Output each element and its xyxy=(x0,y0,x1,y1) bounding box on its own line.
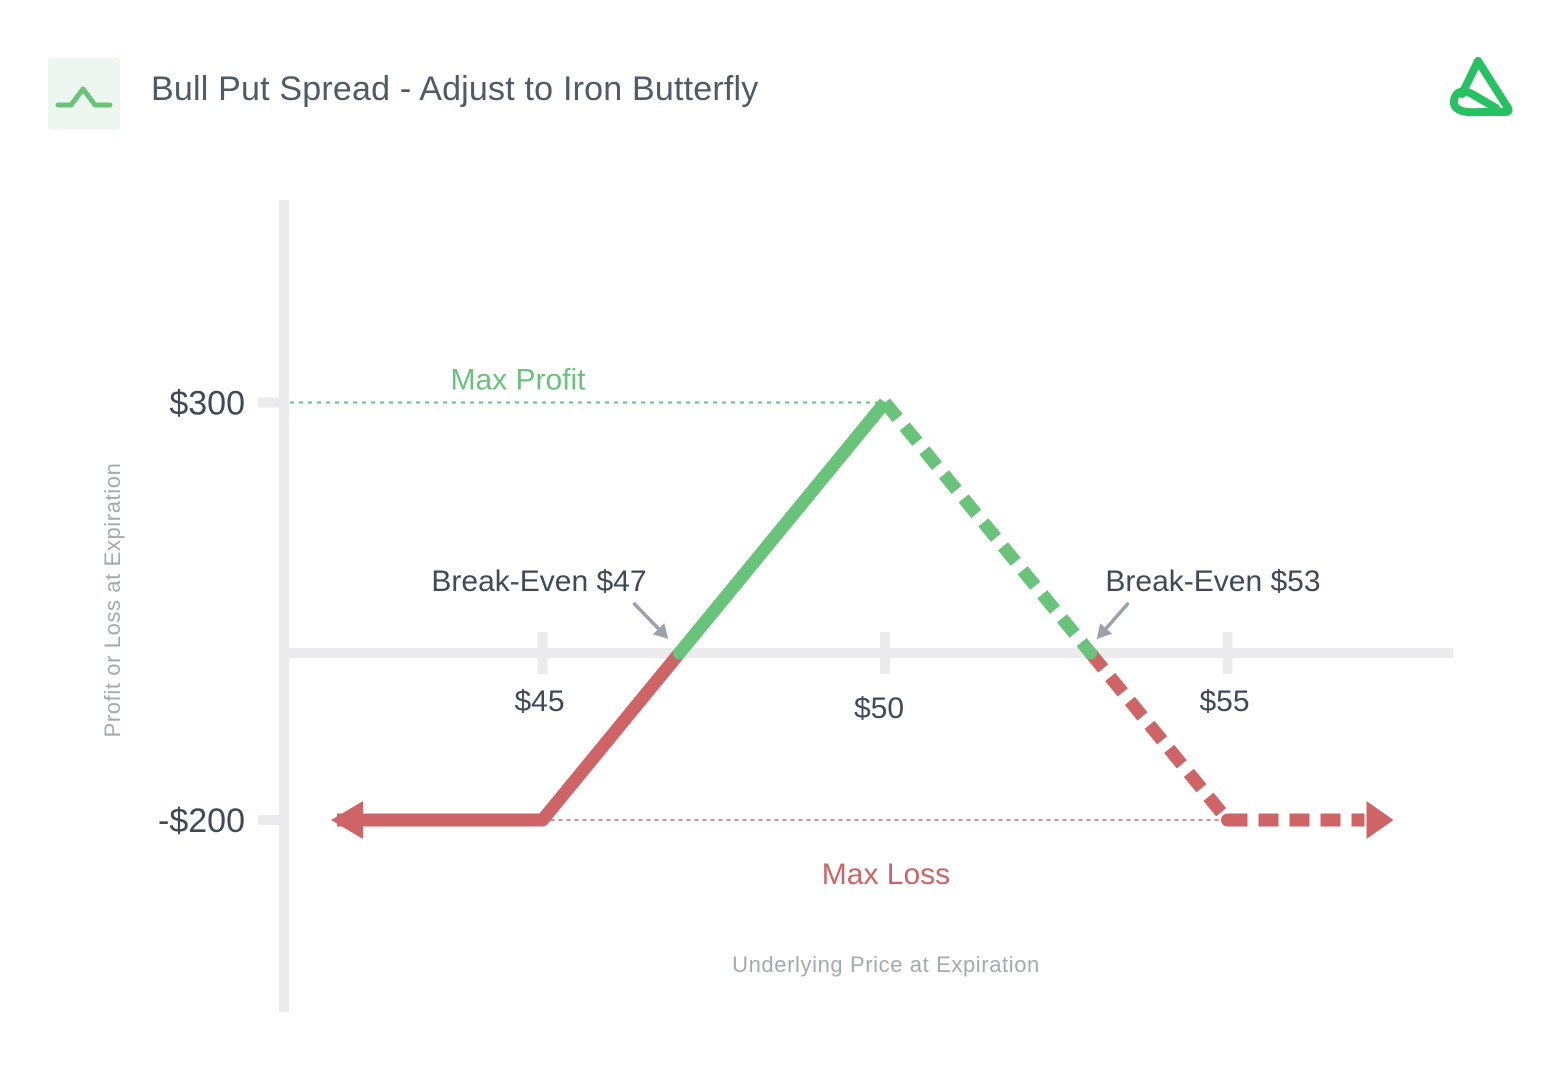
break-even-label: Break-Even $53 xyxy=(1105,565,1320,598)
y-tick-label: $300 xyxy=(169,385,245,423)
arrow-right-icon xyxy=(1366,801,1394,839)
max-profit-label: Max Profit xyxy=(450,364,586,397)
payoff-segment xyxy=(537,648,685,825)
x-tick-label: $50 xyxy=(854,692,904,725)
break-even-label: Break-Even $47 xyxy=(431,565,646,598)
break-even-arrow-icon xyxy=(1096,623,1113,640)
payoff-segment xyxy=(879,398,1096,658)
break-even-arrow-icon xyxy=(652,623,669,639)
page-title: Bull Put Spread - Adjust to Iron Butterf… xyxy=(151,70,759,108)
payoff-segment xyxy=(674,398,891,658)
y-axis-label: Profit or Loss at Expiration xyxy=(100,463,125,738)
payoff-vertex xyxy=(536,813,549,827)
y-tick-label: -$200 xyxy=(158,802,245,840)
x-tick-label: $55 xyxy=(1199,685,1249,718)
x-axis-label: Underlying Price at Expiration xyxy=(732,952,1040,977)
x-tick-label: $45 xyxy=(514,685,564,718)
payoff-segment xyxy=(1085,648,1233,825)
payoff-vertex xyxy=(1084,646,1097,660)
max-loss-label: Max Loss xyxy=(822,858,950,891)
payoff-vertex xyxy=(1221,813,1234,827)
payoff-vertex xyxy=(673,646,686,660)
tent-payoff-icon xyxy=(55,86,113,108)
strategy-icon-box xyxy=(48,58,120,130)
brand-logo-icon xyxy=(1449,57,1513,117)
arrow-left-icon xyxy=(331,801,363,839)
